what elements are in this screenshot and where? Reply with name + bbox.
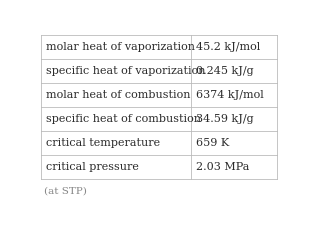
Text: 2.03 MPa: 2.03 MPa: [196, 162, 249, 172]
Text: molar heat of vaporization: molar heat of vaporization: [46, 42, 195, 52]
Text: 6374 kJ/mol: 6374 kJ/mol: [196, 90, 264, 100]
Text: critical temperature: critical temperature: [46, 138, 161, 148]
Text: molar heat of combustion: molar heat of combustion: [46, 90, 191, 100]
Text: 0.245 kJ/g: 0.245 kJ/g: [196, 66, 254, 76]
Text: 34.59 kJ/g: 34.59 kJ/g: [196, 114, 254, 124]
Text: 45.2 kJ/mol: 45.2 kJ/mol: [196, 42, 260, 52]
Text: specific heat of combustion: specific heat of combustion: [46, 114, 202, 124]
Text: 659 K: 659 K: [196, 138, 229, 148]
Text: critical pressure: critical pressure: [46, 162, 139, 172]
Text: specific heat of vaporization: specific heat of vaporization: [46, 66, 206, 76]
Text: (at STP): (at STP): [43, 186, 86, 195]
